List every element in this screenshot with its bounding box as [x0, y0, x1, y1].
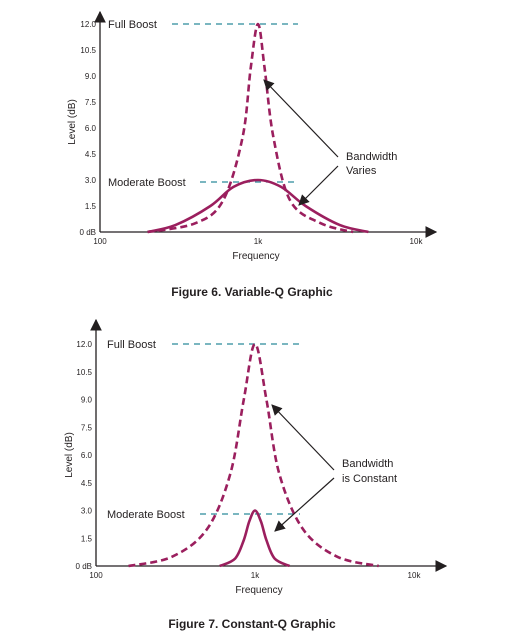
fig7-full-boost-label: Full Boost — [107, 339, 156, 351]
fig7-x-ticks: 100 1k 10k — [89, 571, 421, 580]
fig6-y-tick-label: 7.5 — [85, 98, 97, 107]
fig6-caption: Figure 6. Variable-Q Graphic — [171, 285, 333, 299]
fig7-x-tick-label: 100 — [89, 571, 103, 580]
fig7-y-tick-label: 6.0 — [81, 451, 93, 460]
fig7-full-boost-curve — [128, 342, 379, 568]
fig7-y-axis-label: Level (dB) — [64, 432, 75, 478]
fig6-arrow-to-full-boost — [263, 79, 339, 158]
fig7-caption: Figure 7. Constant-Q Graphic — [168, 617, 336, 631]
fig7-bandwidth-label-line2: is Constant — [342, 473, 397, 485]
fig7-y-tick-label: 10.5 — [76, 368, 92, 377]
fig6-bandwidth-label-line2: Varies — [346, 165, 377, 177]
fig7-arrow-to-moderate-boost — [274, 477, 335, 532]
fig6-y-tick-label: 0 dB — [80, 228, 96, 237]
fig7-bandwidth-label-line1: Bandwidth — [342, 458, 393, 470]
fig7-y-tick-label: 4.5 — [81, 479, 93, 488]
fig7-x-axis-label: Frequency — [235, 585, 282, 596]
fig6-y-ticks: 0 dB 1.5 3.0 4.5 6.0 7.5 9.0 10.5 12.0 — [80, 20, 97, 237]
fig6-moderate-boost-label: Moderate Boost — [108, 177, 186, 189]
figure-6: 0 dB1.53.04.56.07.59.010.512.0 100 1k 10k … — [67, 10, 438, 299]
fig7-x-tick-label: 10k — [408, 571, 422, 580]
fig6-full-boost-curve — [147, 22, 354, 234]
fig7-y-tick-label: 12.0 — [76, 340, 92, 349]
fig7-y-tick-label: 7.5 — [81, 423, 93, 432]
fig6-arrow-to-moderate-boost — [298, 165, 339, 206]
fig6-full-boost-label: Full Boost — [108, 19, 157, 31]
fig6-moderate-boost-curve — [147, 178, 369, 234]
fig7-y-tick-label: 9.0 — [81, 396, 93, 405]
fig6-x-tick-label: 10k — [410, 237, 424, 246]
figure-7: 0 dB1.53.04.56.07.59.010.512.0 100 1k 10k … — [64, 318, 448, 631]
fig6-y-tick-label: 4.5 — [85, 150, 97, 159]
fig6-x-tick-label: 100 — [93, 237, 107, 246]
fig6-y-axis-label: Level (dB) — [67, 99, 78, 145]
fig7-x-tick-label: 1k — [251, 571, 260, 580]
fig6-bandwidth-label-line1: Bandwidth — [346, 151, 397, 163]
fig6-y-tick-label: 12.0 — [80, 20, 96, 29]
fig6-y-tick-label: 9.0 — [85, 72, 97, 81]
fig7-y-tick-label: 1.5 — [81, 534, 93, 543]
fig7-y-tick-label: 3.0 — [81, 507, 93, 516]
fig7-moderate-boost-label: Moderate Boost — [107, 509, 185, 521]
fig6-y-tick-label: 6.0 — [85, 124, 97, 133]
fig6-x-ticks: 100 1k 10k — [93, 237, 423, 246]
fig6-y-tick-label: 10.5 — [80, 46, 96, 55]
fig6-y-tick-label: 3.0 — [85, 176, 97, 185]
fig7-moderate-boost-curve — [219, 509, 291, 568]
fig7-arrow-to-full-boost — [271, 404, 335, 471]
fig7-y-ticks: 0 dB 1.5 3.0 4.5 6.0 7.5 9.0 10.5 12.0 — [76, 340, 93, 571]
fig6-x-tick-label: 1k — [254, 237, 263, 246]
fig7-y-tick-label: 0 dB — [76, 562, 92, 571]
fig6-x-axis-label: Frequency — [232, 251, 279, 262]
fig6-y-tick-label: 1.5 — [85, 202, 97, 211]
